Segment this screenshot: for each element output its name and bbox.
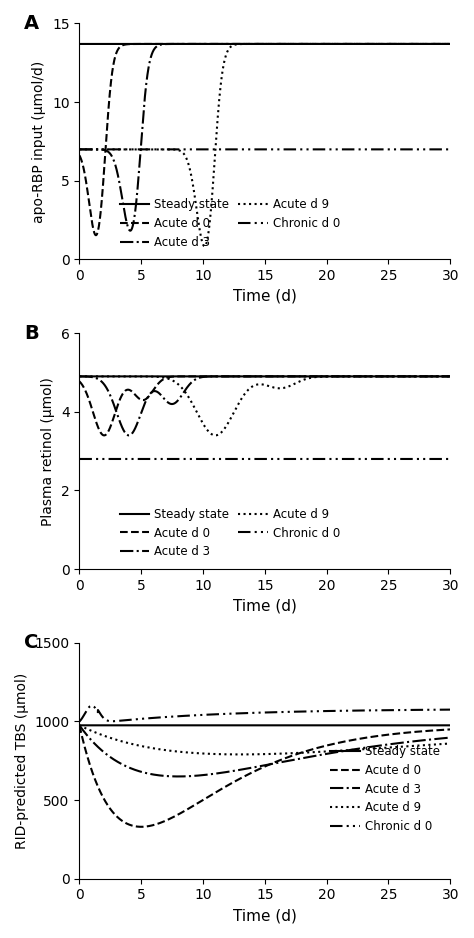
Text: A: A bbox=[24, 14, 39, 33]
X-axis label: Time (d): Time (d) bbox=[233, 598, 297, 613]
Legend: Steady state, Acute d 0, Acute d 3, Acute d 9, Chronic d 0: Steady state, Acute d 0, Acute d 3, Acut… bbox=[326, 740, 444, 838]
Y-axis label: RID-predicted TBS (μmol): RID-predicted TBS (μmol) bbox=[15, 673, 29, 849]
X-axis label: Time (d): Time (d) bbox=[233, 289, 297, 304]
X-axis label: Time (d): Time (d) bbox=[233, 908, 297, 923]
Y-axis label: Plasma retinol (μmol): Plasma retinol (μmol) bbox=[41, 377, 55, 525]
Text: C: C bbox=[24, 633, 38, 652]
Legend: Steady state, Acute d 0, Acute d 3, Acute d 9, Chronic d 0: Steady state, Acute d 0, Acute d 3, Acut… bbox=[115, 193, 345, 253]
Legend: Steady state, Acute d 0, Acute d 3, Acute d 9, Chronic d 0: Steady state, Acute d 0, Acute d 3, Acut… bbox=[115, 503, 345, 563]
Text: B: B bbox=[24, 324, 38, 342]
Y-axis label: apo-RBP input (μmol/d): apo-RBP input (μmol/d) bbox=[33, 60, 46, 222]
